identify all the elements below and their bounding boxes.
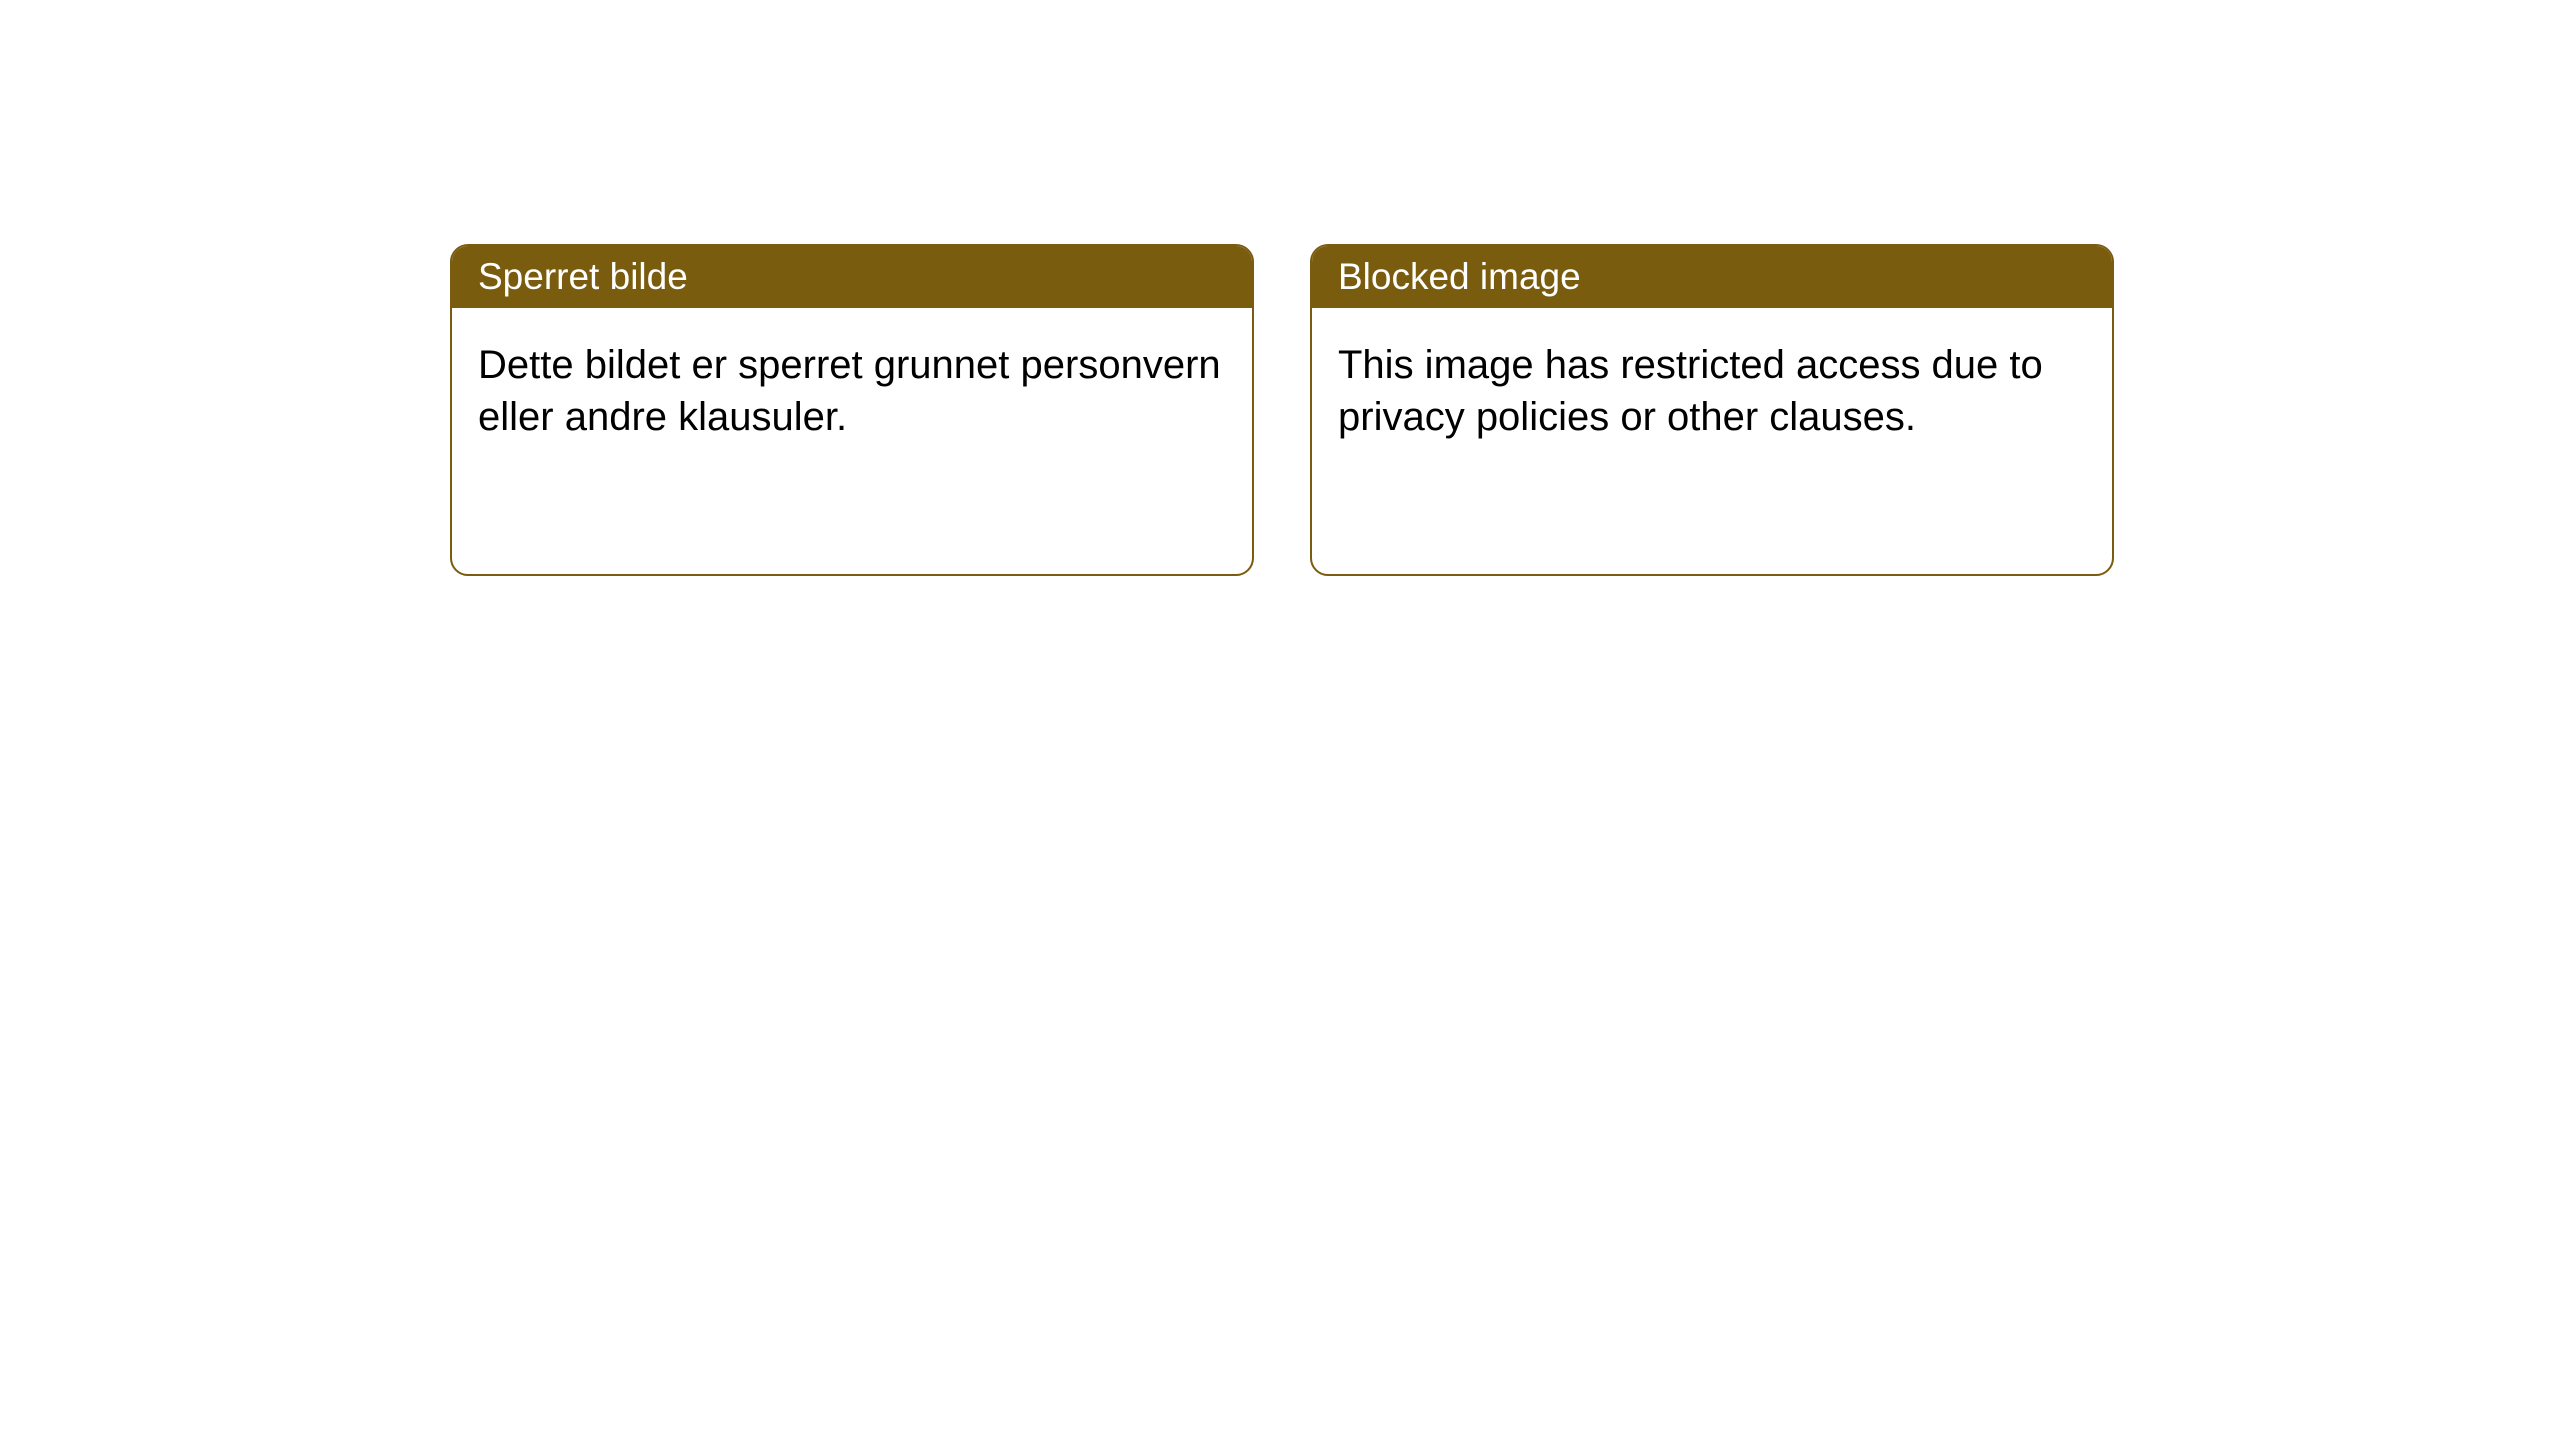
notice-title: Sperret bilde	[452, 246, 1252, 308]
notice-body: Dette bildet er sperret grunnet personve…	[452, 308, 1252, 475]
notice-container: Sperret bilde Dette bildet er sperret gr…	[0, 0, 2560, 576]
notice-body: This image has restricted access due to …	[1312, 308, 2112, 475]
notice-card-english: Blocked image This image has restricted …	[1310, 244, 2114, 576]
notice-card-norwegian: Sperret bilde Dette bildet er sperret gr…	[450, 244, 1254, 576]
notice-title: Blocked image	[1312, 246, 2112, 308]
